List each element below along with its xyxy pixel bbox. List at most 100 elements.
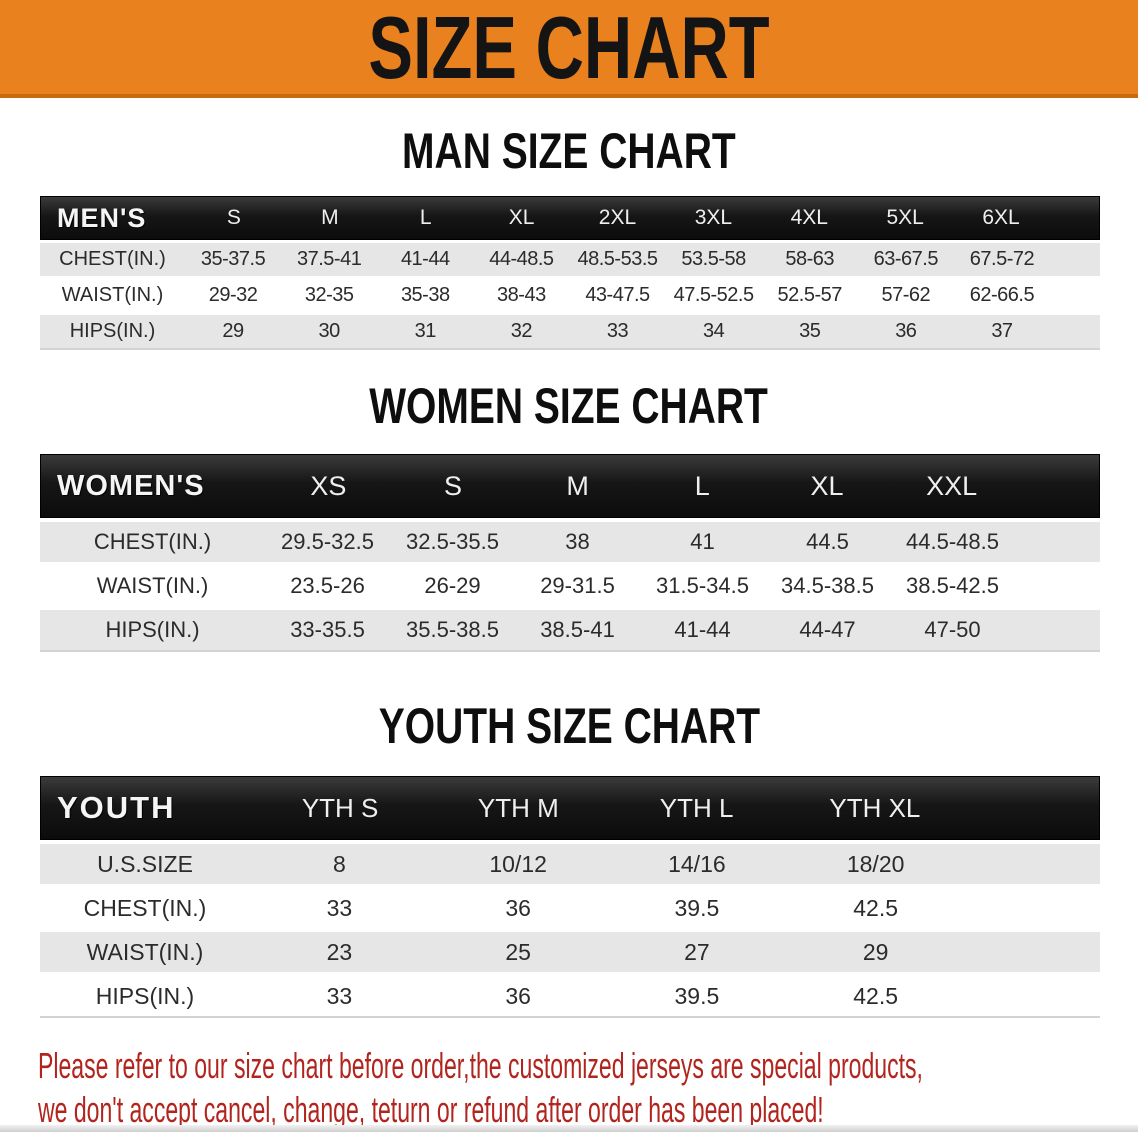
table-row: WAIST(IN.) 23.5-26 26-29 29-31.5 31.5-34.5 34… — [40, 566, 1100, 606]
row-label: HIPS(IN.) — [105, 617, 200, 642]
value-cell: 29-32 — [208, 284, 258, 306]
youth-size-table: YOUTH YTH S YTH M YTH L YTH XL U.S.SIZE 8 10/12… — [40, 776, 1100, 1018]
size-column-header: XL — [810, 470, 844, 501]
value-cell: 39.5 — [674, 982, 720, 1009]
value-cell: 53.5-58 — [681, 248, 746, 270]
value-cell: 44.5-48.5 — [906, 529, 999, 554]
value-cell: 35.5-38.5 — [406, 617, 499, 642]
table-row: CHEST(IN.) 29.5-32.5 32.5-35.5 38 41 44.5 44.5… — [40, 522, 1100, 562]
table-row: CHEST(IN.) 33 36 39.5 42.5 — [40, 888, 1100, 928]
table-corner-label: MEN'S — [57, 202, 147, 233]
value-cell: 62-66.5 — [969, 284, 1035, 306]
size-column-header: XL — [508, 206, 535, 229]
table-row: HIPS(IN.) 33 36 39.5 42.5 — [40, 976, 1100, 1016]
value-cell: 29 — [862, 938, 889, 965]
table-header-row: YOUTH YTH S YTH M YTH L YTH XL — [40, 776, 1100, 840]
value-cell: 29.5-32.5 — [281, 529, 374, 554]
size-chart-banner: SIZE CHART — [0, 0, 1138, 98]
table-corner-label: YOUTH — [57, 790, 176, 825]
value-cell: 58-63 — [785, 248, 835, 270]
size-column-header: M — [566, 470, 589, 501]
size-column-header: L — [694, 470, 710, 501]
size-column-header: S — [226, 206, 241, 229]
women-size-chart-title: WOMEN SIZE CHART — [0, 378, 1138, 434]
value-cell: 48.5-53.5 — [577, 248, 658, 270]
women-size-chart-title-text: WOMEN SIZE CHART — [369, 378, 769, 434]
disclaimer-line-2: we don't accept cancel, change, teturn o… — [38, 1088, 1138, 1132]
value-cell: 14/16 — [668, 850, 726, 877]
value-cell: 33 — [326, 894, 353, 921]
size-column-header: YTH M — [477, 792, 559, 823]
man-size-chart-title: MAN SIZE CHART — [0, 126, 1138, 176]
row-label: U.S.SIZE — [97, 850, 193, 877]
value-cell: 47.5-52.5 — [673, 284, 755, 306]
size-column-header: M — [321, 206, 339, 229]
value-cell: 34 — [702, 320, 725, 342]
value-cell: 43-47.5 — [585, 284, 650, 306]
value-cell: 31.5-34.5 — [656, 573, 749, 598]
value-cell: 23.5-26 — [290, 573, 365, 598]
value-cell: 35-37.5 — [200, 248, 266, 270]
value-cell: 39.5 — [674, 894, 720, 921]
row-label: HIPS(IN.) — [95, 982, 195, 1009]
table-header-row: MEN'S S M L XL 2XL 3XL 4XL 5XL 6XL — [40, 196, 1100, 240]
table-header-row: WOMEN'S XS S M L XL XXL — [40, 454, 1100, 518]
size-column-header: 4XL — [790, 206, 828, 229]
value-cell: 38-43 — [497, 284, 546, 306]
table-corner-label: WOMEN'S — [57, 469, 205, 502]
disclaimer-line-1-text: Please refer to our size chart before or… — [38, 1045, 923, 1086]
disclaimer-line-2-text: we don't accept cancel, change, teturn o… — [38, 1089, 824, 1130]
value-cell: 41-44 — [674, 617, 731, 642]
value-cell: 47-50 — [924, 617, 981, 642]
value-cell: 38 — [565, 529, 590, 554]
size-column-header: S — [443, 470, 462, 501]
size-column-header: YTH S — [301, 792, 379, 823]
value-cell: 18/20 — [846, 850, 905, 877]
value-cell: 33 — [606, 320, 629, 342]
image-bottom-edge — [0, 1125, 1138, 1132]
size-column-header: 3XL — [694, 206, 733, 229]
disclaimer: Please refer to our size chart before or… — [38, 1044, 1138, 1132]
women-size-table: WOMEN'S XS S M L XL XXL CHEST(IN.) 29.5-32.5 32.5… — [40, 454, 1100, 652]
value-cell: 36 — [895, 320, 917, 342]
value-cell: 23 — [326, 938, 353, 965]
value-cell: 10/12 — [489, 850, 547, 877]
value-cell: 27 — [684, 938, 710, 965]
size-column-header: L — [419, 206, 432, 229]
value-cell: 63-67.5 — [873, 248, 939, 270]
value-cell: 29 — [222, 320, 244, 342]
size-column-header: YTH XL — [829, 792, 921, 823]
value-cell: 30 — [318, 320, 341, 342]
table-row: U.S.SIZE 8 10/12 14/16 18/20 — [40, 844, 1100, 884]
row-label: CHEST(IN.) — [59, 248, 166, 270]
table-row: HIPS(IN.) 29 30 31 32 33 34 35 36 37 — [40, 315, 1100, 348]
row-label: CHEST(IN.) — [93, 529, 212, 554]
table-row: WAIST(IN.) 23 25 27 29 — [40, 932, 1100, 972]
value-cell: 32 — [510, 320, 533, 342]
table-row: WAIST(IN.) 29-32 32-35 35-38 38-43 43-47.5 47.… — [40, 279, 1100, 312]
man-size-chart-title-text: MAN SIZE CHART — [402, 123, 736, 179]
value-cell: 26-29 — [424, 573, 481, 598]
row-label: WAIST(IN.) — [96, 573, 209, 598]
value-cell: 31 — [414, 320, 437, 342]
disclaimer-line-1: Please refer to our size chart before or… — [38, 1044, 1138, 1088]
value-cell: 33 — [326, 982, 353, 1009]
value-cell: 29-31.5 — [540, 573, 615, 598]
size-column-header: YTH L — [659, 792, 734, 823]
size-column-header: XXL — [926, 470, 978, 501]
value-cell: 41 — [690, 529, 715, 554]
value-cell: 44.5 — [806, 529, 849, 554]
value-cell: 32-35 — [304, 284, 354, 306]
value-cell: 67.5-72 — [969, 248, 1035, 270]
value-cell: 37 — [991, 320, 1013, 342]
row-label: HIPS(IN.) — [69, 320, 156, 342]
table-row: HIPS(IN.) 33-35.5 35.5-38.5 38.5-41 41-44 44-… — [40, 610, 1100, 650]
size-column-header: 5XL — [886, 206, 924, 229]
row-label: WAIST(IN.) — [61, 284, 164, 306]
value-cell: 36 — [505, 982, 531, 1009]
youth-size-chart-title: YOUTH SIZE CHART — [0, 701, 1138, 751]
value-cell: 44-47 — [799, 617, 856, 642]
value-cell: 44-48.5 — [489, 248, 554, 270]
value-cell: 42.5 — [853, 894, 898, 921]
value-cell: 42.5 — [853, 982, 898, 1009]
